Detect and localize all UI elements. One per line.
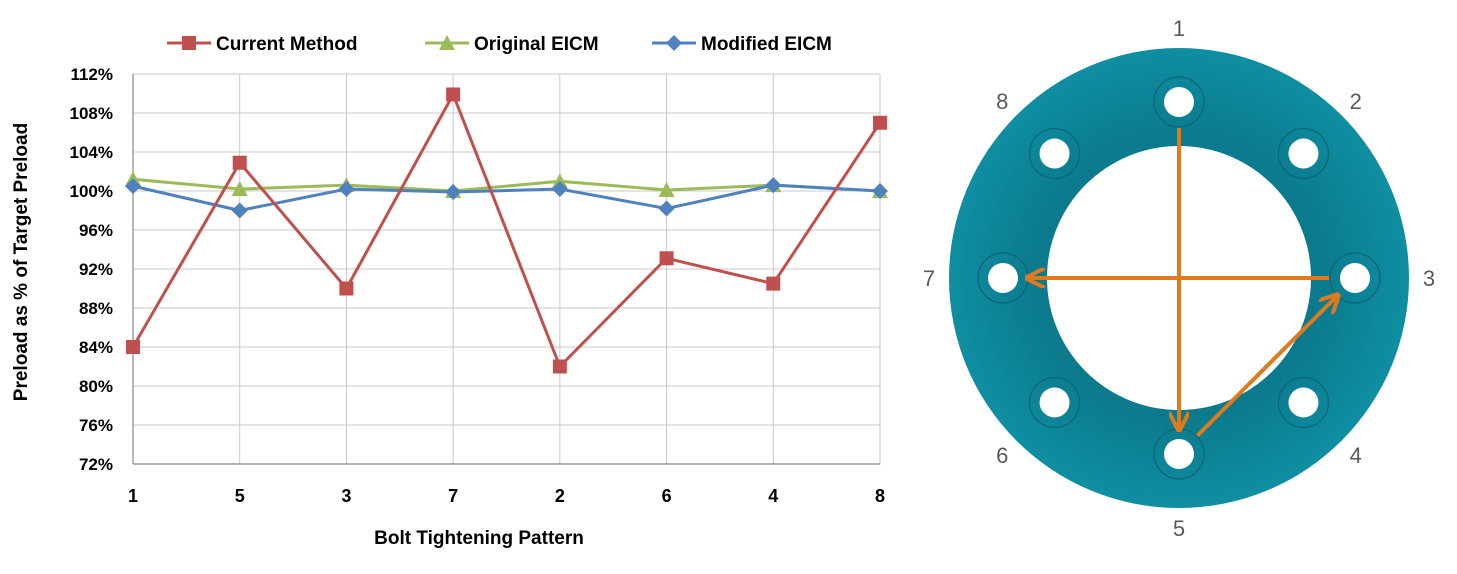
tightening-arrows — [1029, 128, 1337, 438]
bolt-hole-4 — [1277, 376, 1330, 429]
bolt-holes — [977, 76, 1381, 480]
data-point-original-eicm[interactable] — [551, 173, 568, 189]
data-point-current-method[interactable] — [659, 251, 674, 266]
bolt-hole-1 — [1153, 76, 1205, 128]
bolt-hole-2 — [1277, 127, 1330, 180]
bolt-hole-circle — [1039, 387, 1070, 418]
data-point-current-method[interactable] — [766, 276, 781, 291]
x-tick-label: 5 — [235, 486, 245, 506]
series-line-original-eicm — [132, 177, 881, 193]
data-point-current-method[interactable] — [552, 359, 567, 374]
x-tick-label: 3 — [341, 486, 351, 506]
legend-entry-current-method[interactable]: Current Method — [167, 34, 357, 55]
data-point-modified-eicm[interactable] — [338, 181, 355, 198]
data-point-current-method[interactable] — [126, 340, 140, 354]
bolt-washer-ring — [1028, 376, 1081, 429]
legend: Current Method Original EICM Modified EI… — [167, 34, 832, 55]
data-point-modified-eicm[interactable] — [445, 183, 462, 200]
bolt-label-6: 6 — [996, 443, 1008, 468]
y-tick-label: 112% — [70, 65, 113, 84]
data-point-modified-eicm[interactable] — [765, 177, 782, 194]
bolt-hole-6 — [1028, 376, 1081, 429]
bolt-hole-3 — [1329, 252, 1381, 304]
series-layer — [125, 87, 888, 374]
legend-label-modified-eicm: Modified EICM — [701, 34, 832, 55]
bolt-label-8: 8 — [996, 89, 1008, 114]
data-point-modified-eicm[interactable] — [551, 181, 568, 198]
bolt-label-5: 5 — [1173, 516, 1185, 541]
bolt-washer-ring — [1153, 76, 1205, 128]
bolt-hole-circle — [1288, 138, 1319, 169]
bolt-washer-ring — [1329, 252, 1381, 304]
y-tick-label: 88% — [79, 299, 113, 318]
data-point-original-eicm[interactable] — [658, 182, 675, 198]
bolt-label-3: 3 — [1423, 266, 1435, 291]
y-tick-label: 92% — [79, 260, 113, 279]
x-tick-label: 7 — [448, 486, 458, 506]
legend-entry-original-eicm[interactable]: Original EICM — [425, 34, 599, 55]
y-tick-label: 104% — [70, 143, 113, 162]
x-tick-labels: 1 5 3 7 2 6 4 8 — [128, 486, 885, 506]
legend-marker-modified-eicm — [666, 35, 682, 51]
data-point-current-method[interactable] — [446, 87, 461, 102]
data-point-current-method[interactable] — [339, 281, 354, 296]
data-point-modified-eicm[interactable] — [125, 178, 141, 195]
bolt-washer-ring — [1028, 127, 1081, 180]
data-point-current-method[interactable] — [873, 115, 887, 130]
data-point-modified-eicm[interactable] — [658, 200, 675, 217]
bolt-washer-ring — [1277, 127, 1330, 180]
y-axis-title: Preload as % of Target Preload — [11, 123, 32, 401]
arrow-bolt-5-to-3 — [1195, 296, 1336, 438]
legend-marker-original-eicm — [439, 35, 455, 50]
bolt-hole-circle — [1340, 263, 1370, 293]
bolt-labels: 1 2 3 4 5 6 7 8 — [923, 16, 1435, 541]
bolt-hole-circle — [988, 263, 1018, 293]
line-chart: 72% 76% 80% 84% 88% 92% 96% 100% 104% 108% 112% 1 5… — [11, 34, 888, 549]
y-tick-labels: 72% 76% 80% 84% 88% 92% 96% 100% 104% 108% 112% — [70, 65, 113, 474]
x-tick-label: 2 — [555, 486, 565, 506]
y-tick-label: 72% — [79, 455, 113, 474]
legend-label-current-method: Current Method — [216, 34, 357, 55]
y-tick-label: 76% — [79, 416, 113, 435]
bolt-label-2: 2 — [1350, 89, 1362, 114]
bolt-hole-circle — [1288, 387, 1319, 418]
bolt-hole-circle — [1039, 138, 1070, 169]
legend-entry-modified-eicm[interactable]: Modified EICM — [652, 34, 832, 55]
series-modified-eicm — [125, 177, 888, 219]
bolt-hole-circle — [1164, 87, 1194, 117]
data-point-modified-eicm[interactable] — [872, 183, 888, 199]
bolt-hole-8 — [1028, 127, 1081, 180]
legend-label-original-eicm: Original EICM — [474, 34, 599, 55]
y-tick-label: 108% — [70, 104, 113, 123]
y-tick-label: 100% — [70, 182, 113, 201]
y-tick-label: 84% — [79, 338, 113, 357]
bolt-washer-ring — [1277, 376, 1330, 429]
bolt-hole-circle — [1164, 439, 1194, 469]
bolt-label-1: 1 — [1173, 16, 1185, 41]
series-current-method — [126, 87, 887, 374]
flange-diagram: 1 2 3 4 5 6 7 8 — [923, 16, 1435, 541]
x-tick-label: 1 — [128, 486, 138, 506]
data-point-modified-eicm[interactable] — [231, 202, 248, 219]
legend-marker-current-method — [182, 36, 196, 50]
data-point-current-method[interactable] — [232, 155, 247, 170]
bolt-label-7: 7 — [923, 266, 935, 291]
gridlines — [132, 73, 881, 465]
x-tick-label: 6 — [662, 486, 672, 506]
y-tick-label: 96% — [79, 221, 113, 240]
series-line-current-method — [131, 92, 882, 368]
x-axis-title: Bolt Tightening Pattern — [374, 528, 584, 549]
series-line-modified-eicm — [132, 183, 881, 212]
data-point-original-eicm[interactable] — [231, 181, 248, 197]
bolt-label-4: 4 — [1350, 443, 1362, 468]
y-tick-label: 80% — [79, 377, 113, 396]
x-tick-label: 8 — [875, 486, 885, 506]
x-tick-label: 4 — [768, 486, 778, 506]
